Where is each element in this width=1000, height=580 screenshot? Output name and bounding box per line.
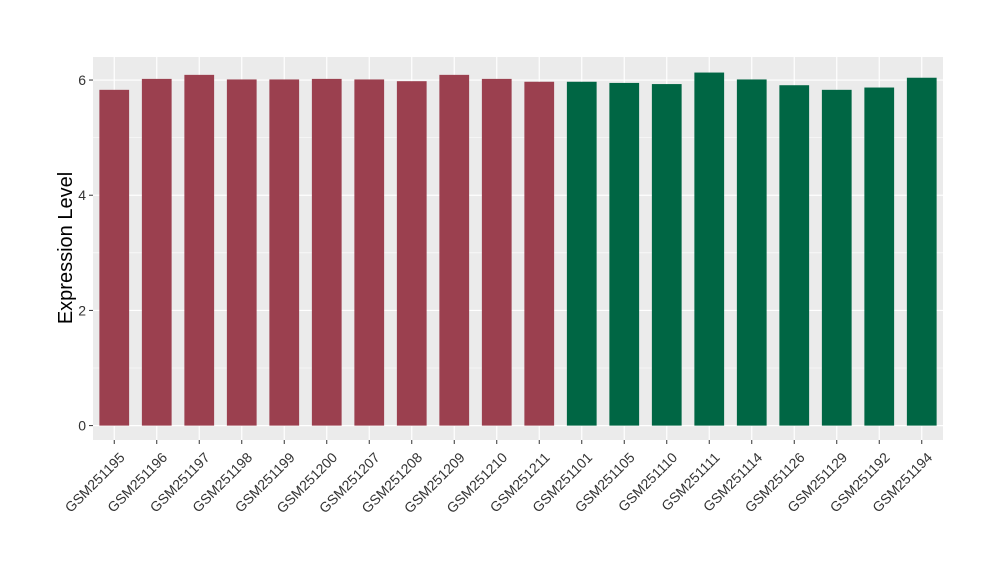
bar-GSM251114 [736,79,767,426]
bar-GSM251210 [481,78,512,426]
bar-GSM251194 [906,77,937,426]
bar-GSM251197 [184,74,215,426]
bar-GSM251208 [396,81,427,426]
y-axis: 0 2 4 6 [78,72,93,434]
bar-GSM251192 [864,87,895,426]
bar-GSM251101 [566,81,597,426]
y-tick-label: 6 [78,72,86,88]
bar-GSM251207 [354,79,385,426]
bar-GSM251105 [609,82,640,426]
bar-GSM251209 [439,74,470,426]
bar-GSM251196 [141,78,172,426]
panel-background [93,57,943,440]
x-axis: GSM251195GSM251196GSM251197GSM251198GSM2… [62,440,935,516]
bar-GSM251126 [779,85,810,426]
bar-GSM251129 [821,89,852,426]
bar-GSM251211 [524,81,555,426]
bar-GSM251198 [226,79,257,426]
y-tick-label: 0 [78,418,86,434]
bar-GSM251195 [99,89,130,426]
bar-GSM251111 [694,72,725,426]
bars [99,72,937,426]
y-tick-label: 4 [78,187,86,203]
bar-GSM251110 [651,84,682,426]
bar-GSM251200 [311,78,342,426]
bar-GSM251199 [269,79,300,426]
y-tick-label: 2 [78,302,86,318]
y-axis-title: Expression Level [55,172,77,324]
